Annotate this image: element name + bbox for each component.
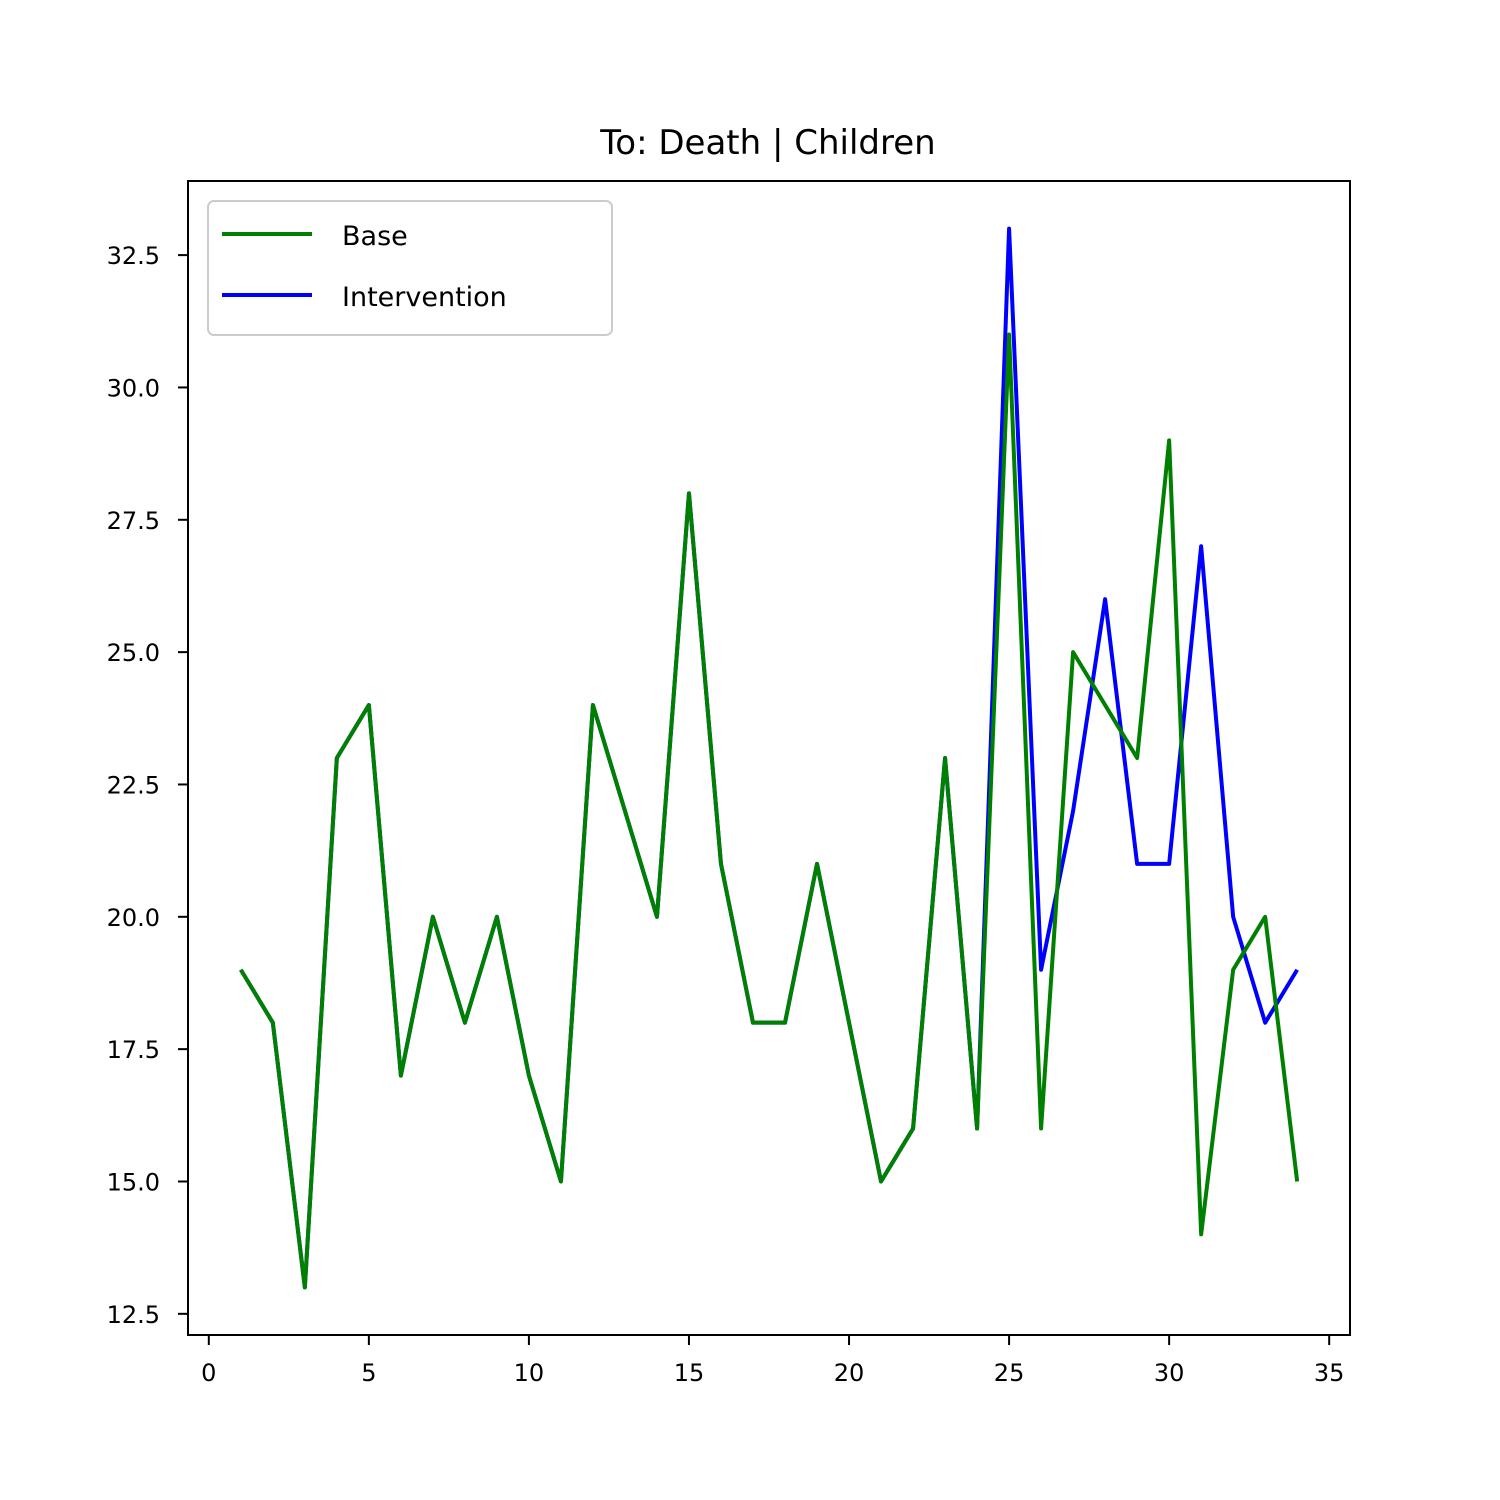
y-tick-label: 17.5 bbox=[107, 1036, 160, 1064]
x-tick-label: 35 bbox=[1314, 1359, 1345, 1387]
y-tick-label: 22.5 bbox=[107, 771, 160, 799]
y-tick-label: 15.0 bbox=[107, 1168, 160, 1196]
x-tick-label: 15 bbox=[674, 1359, 705, 1387]
chart-title: To: Death | Children bbox=[599, 123, 935, 163]
y-tick-label: 30.0 bbox=[107, 374, 160, 402]
x-tick-label: 25 bbox=[994, 1359, 1025, 1387]
axes-frame bbox=[187, 180, 1351, 1336]
series-line-base bbox=[239, 332, 1300, 1290]
y-tick-label: 20.0 bbox=[107, 904, 160, 932]
plot-area bbox=[239, 226, 1300, 1290]
x-tick-label: 20 bbox=[834, 1359, 865, 1387]
y-tick-label: 27.5 bbox=[107, 507, 160, 535]
y-tick-label: 32.5 bbox=[107, 242, 160, 270]
y-tick-label: 12.5 bbox=[107, 1301, 160, 1329]
x-tick-label: 5 bbox=[361, 1359, 376, 1387]
legend-label-intervention: Intervention bbox=[342, 282, 507, 313]
legend-box bbox=[207, 200, 613, 336]
x-axis: 0 5 10 15 20 25 30 35 bbox=[201, 1335, 1344, 1387]
x-tick-label: 0 bbox=[201, 1359, 216, 1387]
y-tick-label: 25.0 bbox=[107, 639, 160, 667]
x-tick-label: 30 bbox=[1154, 1359, 1185, 1387]
y-axis: 12.5 15.0 17.5 20.0 22.5 25.0 27.5 30.0 32.5 bbox=[107, 242, 188, 1329]
x-tick-label: 10 bbox=[514, 1359, 545, 1387]
legend: Base Intervention bbox=[207, 200, 613, 336]
legend-label-base: Base bbox=[342, 221, 408, 252]
